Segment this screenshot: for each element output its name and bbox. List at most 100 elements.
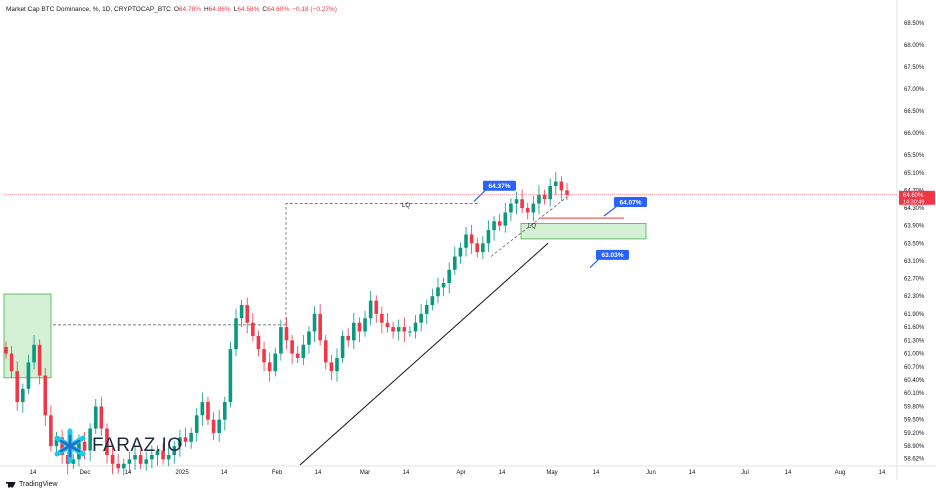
watermark-text: FARAZ.IO: [92, 435, 183, 456]
candle-body: [481, 243, 485, 253]
candle-body: [346, 335, 351, 341]
candle-body: [21, 388, 25, 403]
candle-body: [323, 340, 328, 363]
candle-body: [559, 181, 564, 191]
candle-body: [166, 454, 171, 460]
price-badge-label: 64.37%: [488, 183, 510, 190]
candle-body: [279, 327, 283, 354]
tradingview-logo[interactable]: TradingView: [6, 481, 58, 488]
candle-body: [155, 450, 160, 455]
candle-body: [458, 247, 463, 257]
ohlc-change: −0.18 (−0.27%): [292, 6, 337, 13]
candle-body: [71, 459, 76, 464]
candle-body: [531, 203, 536, 213]
y-tick-label: 61.60%: [904, 325, 925, 331]
candle-body: [520, 199, 524, 209]
candle-body: [206, 402, 210, 420]
candle-body: [464, 234, 468, 248]
candle-body: [222, 402, 227, 420]
candle-body: [183, 437, 188, 442]
price-badge-label: 64.07%: [619, 199, 641, 206]
x-tick-label: 14: [221, 470, 228, 476]
candle-body: [357, 322, 362, 332]
price-badge: [483, 180, 516, 191]
y-tick-label: 64.30%: [904, 206, 925, 212]
candle-body: [133, 454, 137, 460]
candle-body: [318, 313, 322, 341]
candle-body: [503, 212, 508, 226]
y-tick-label: 61.90%: [904, 312, 925, 318]
price-badge-label: 63.03%: [601, 252, 623, 259]
price-badge: [614, 197, 647, 208]
badge-pointer: [473, 189, 487, 202]
candle-body: [430, 296, 435, 306]
current-price-value: 64.60%: [903, 193, 924, 199]
y-tick-label: 62.70%: [904, 277, 925, 283]
y-tick-label: 67.50%: [904, 65, 925, 71]
y-tick-label: 68.00%: [904, 43, 925, 49]
ohlc-close: C64.60%: [262, 6, 290, 13]
y-tick-label: 65.10%: [904, 171, 925, 177]
x-tick-label: 14: [499, 470, 506, 476]
bar-countdown: 14:30:49: [903, 199, 924, 205]
candle-body: [548, 185, 552, 200]
candle-body: [391, 327, 395, 332]
tradingview-icon: [6, 481, 16, 488]
candle-body: [37, 344, 42, 376]
price-badge: [596, 249, 629, 260]
x-tick-label: 14: [593, 470, 600, 476]
candle-body: [469, 234, 474, 244]
candle-body: [43, 375, 48, 416]
tradingview-brand: TradingView: [19, 481, 58, 488]
candle-body: [525, 208, 530, 213]
x-tick-label: Jul: [741, 470, 749, 476]
candle-body: [105, 428, 109, 455]
x-tick-label: 14: [689, 470, 696, 476]
candle-body: [475, 243, 480, 253]
candle-body: [200, 402, 205, 416]
candle-body: [408, 331, 412, 333]
candle-body: [26, 362, 31, 389]
candle-body: [82, 441, 87, 451]
candle-body: [284, 327, 289, 341]
candle-body: [352, 322, 356, 341]
candle-body: [54, 437, 59, 447]
candle-body: [138, 454, 143, 464]
y-tick-label: 66.50%: [904, 109, 925, 115]
y-tick-label: 60.70%: [904, 365, 925, 371]
y-tick-label: 61.30%: [904, 338, 925, 344]
badge-pointer: [603, 205, 618, 217]
lq-level-line: [285, 203, 480, 325]
y-tick-label: 63.50%: [904, 241, 925, 247]
lq-label: LQ: [528, 224, 536, 230]
candle-body: [262, 349, 266, 363]
candle-body: [245, 305, 250, 323]
chart-legend: Market Cap BTC Dominance, %, 1D, CRYPTOC…: [6, 6, 337, 13]
y-tick-label: 58.62%: [904, 457, 925, 463]
candle-body: [396, 327, 401, 332]
candle-body: [234, 318, 238, 350]
x-tick-label: Apr: [456, 470, 465, 476]
y-tick-label: 60.40%: [904, 378, 925, 384]
candle-body: [363, 318, 367, 332]
candle-body: [172, 446, 177, 455]
y-tick-label: 66.00%: [904, 131, 925, 137]
candle-body: [116, 463, 120, 469]
ohlc-open: O64.78%: [173, 6, 201, 13]
candle-body: [256, 335, 261, 350]
candle-body: [447, 269, 451, 283]
candle-body: [424, 305, 429, 314]
y-tick-label: 59.50%: [904, 418, 925, 424]
candle-body: [514, 199, 519, 204]
x-tick-label: Feb: [272, 470, 283, 476]
candle-body: [88, 428, 92, 451]
candle-body: [217, 419, 221, 433]
badge-pointer: [589, 258, 600, 268]
candle-body: [368, 300, 373, 319]
candle-body: [340, 335, 345, 358]
x-tick-label: Aug: [835, 470, 846, 476]
candle-body: [60, 437, 64, 455]
candle-body: [251, 322, 255, 336]
candle-body: [161, 450, 165, 460]
